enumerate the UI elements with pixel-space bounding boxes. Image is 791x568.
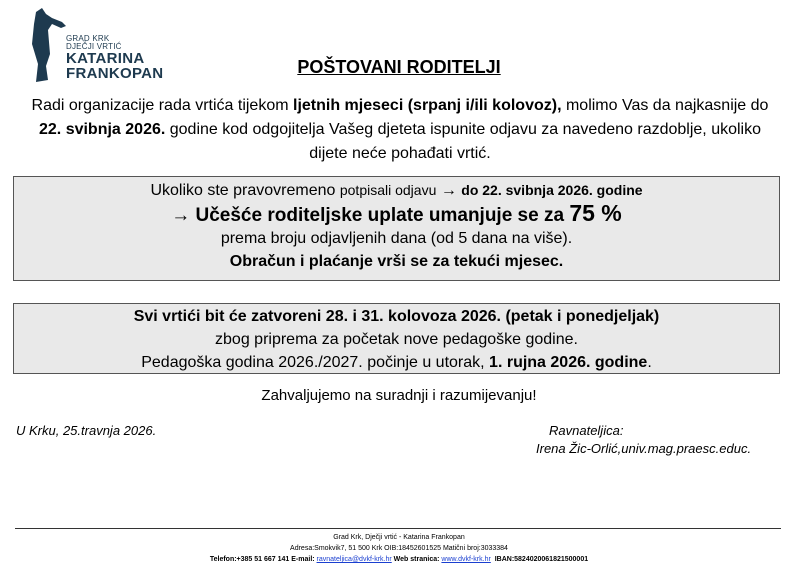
deadline: do 22. svibnja 2026. godine xyxy=(461,182,643,198)
text: ljetnih mjeseci (srpanj i/ili kolovoz), xyxy=(293,97,562,114)
page-title: POŠTOVANI RODITELJI xyxy=(297,57,501,77)
logo-text: GRAD KRK DJEČJI VRTIĆ KATARINA FRANKOPAN xyxy=(66,34,164,82)
text: Radi organizacije rada vrtića tijekom xyxy=(31,97,293,114)
text: Obračun i plaćanje vrši se za tekući mje… xyxy=(229,253,564,270)
email-link[interactable]: ravnateljica@dvkf-krk.hr xyxy=(316,556,392,563)
signature-role: Ravnateljica: xyxy=(549,423,624,438)
text: potpisali odjavu xyxy=(339,182,437,198)
signature-name: Irena Žic-Orlić,univ.mag.praesc.educ. xyxy=(536,441,752,456)
text: Svi vrtići bit će zatvoreni 28. i 31. ko… xyxy=(133,308,660,325)
footer-contact: Telefon:+385 51 667 141 E-mail: xyxy=(209,556,317,563)
logo-line: FRANKOPAN xyxy=(66,65,164,82)
text: Pedagoška godina 2026./2027. počinje u u… xyxy=(141,354,490,371)
text: molimo Vas da najkasnije do xyxy=(561,97,769,114)
text: prema broju odjavljenih dana (od 5 dana … xyxy=(220,230,573,247)
footer-line: Adresa:Smokvik7, 51 500 Krk OIB:18452601… xyxy=(290,545,508,552)
logo-line: DJEČJI VRTIĆ xyxy=(66,42,122,51)
iban: IBAN:5824020061821500001 xyxy=(490,556,589,563)
footer-line: Grad Krk, Dječji vrtić - Katarina Franko… xyxy=(333,534,465,541)
discount-percent: 75 % xyxy=(569,200,622,226)
footer: Grad Krk, Dječji vrtić - Katarina Franko… xyxy=(0,532,791,565)
intro-paragraph: Radi organizacije rada vrtića tijekom lj… xyxy=(20,94,780,166)
discount-notice-box: Ukoliko ste pravovremeno potpisali odjav… xyxy=(13,176,780,281)
text: zbog priprema za početak nove pedagoške … xyxy=(215,331,578,348)
deadline: 22. svibnja 2026. xyxy=(39,121,166,138)
logo-line: KATARINA xyxy=(66,50,145,67)
thanks-text: Zahvaljujemo na suradnji i razumijevanju… xyxy=(261,387,537,404)
logo-line: GRAD KRK xyxy=(66,34,110,43)
arrow: → xyxy=(436,182,462,199)
date: U Krku, 25.travnja 2026. xyxy=(16,423,157,438)
start-date: 1. rujna 2026. godine xyxy=(489,354,648,371)
text: Web stranica: xyxy=(391,556,442,563)
text: . xyxy=(647,354,652,371)
text: → Učešće roditeljske uplate umanjuje se … xyxy=(171,205,570,226)
closure-notice-box: Svi vrtići bit će zatvoreni 28. i 31. ko… xyxy=(13,303,780,374)
text: godine kod odgojitelja Vašeg djeteta isp… xyxy=(165,121,761,162)
website-link[interactable]: www.dvkf-krk.hr xyxy=(441,556,491,563)
angel-trumpet-icon xyxy=(32,8,66,82)
text: Ukoliko ste pravovremeno xyxy=(150,182,340,199)
footer-divider xyxy=(15,528,781,529)
logo xyxy=(28,4,168,84)
